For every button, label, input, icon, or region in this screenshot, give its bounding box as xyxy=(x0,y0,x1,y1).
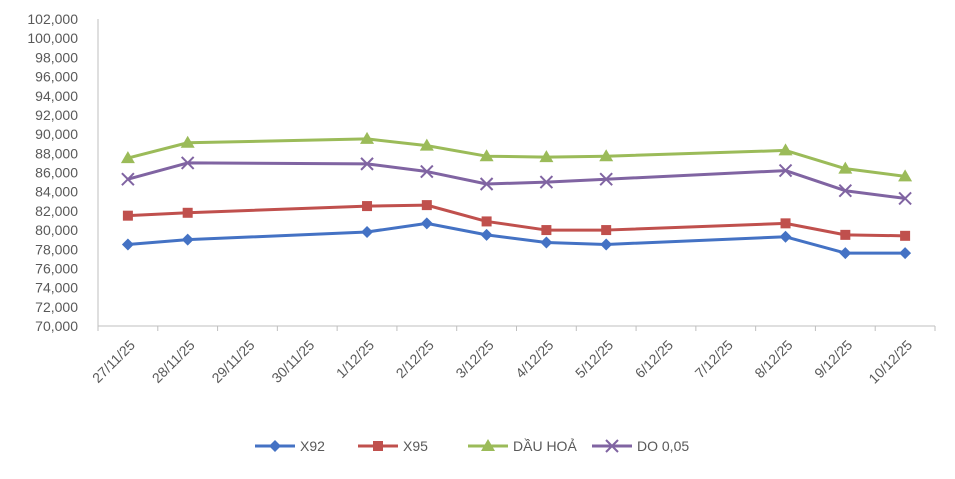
legend-item: X92 xyxy=(255,438,325,454)
x-tick-label: 29/11/25 xyxy=(208,337,257,386)
data-point-marker xyxy=(181,233,194,246)
legend-label: DẦU HOẢ xyxy=(513,438,577,454)
y-tick-label: 72,000 xyxy=(35,299,78,315)
y-tick-label: 92,000 xyxy=(35,107,78,123)
series-1 xyxy=(121,217,912,260)
data-point-marker xyxy=(539,175,554,189)
series-2 xyxy=(122,200,911,241)
series-line xyxy=(127,221,906,255)
data-point-marker xyxy=(601,225,612,236)
data-point-marker xyxy=(599,172,613,186)
legend-swatch-marker xyxy=(269,440,281,452)
data-point-marker xyxy=(361,225,374,238)
data-point-marker xyxy=(838,161,853,174)
data-point-marker xyxy=(121,172,135,186)
x-tick-label: 5/12/25 xyxy=(572,337,616,381)
data-point-marker xyxy=(360,157,374,171)
y-tick-label: 88,000 xyxy=(35,145,78,161)
legend-label: DO 0,05 xyxy=(637,438,689,454)
data-point-marker xyxy=(479,149,494,162)
x-tick-label: 2/12/25 xyxy=(393,337,437,381)
legend: X92 X95 DẦU HOẢ DO 0,05 xyxy=(255,438,689,454)
y-tick-labels: 70,000 72,000 74,000 76,000 78,000 80,000 82,0… xyxy=(27,11,78,334)
x-tick-label: 4/12/25 xyxy=(512,337,556,381)
data-point-marker xyxy=(419,138,434,151)
data-point-marker xyxy=(778,163,793,178)
legend-label: X95 xyxy=(403,438,428,454)
data-point-marker xyxy=(481,216,492,227)
data-point-marker xyxy=(839,247,852,260)
data-point-marker xyxy=(480,228,493,241)
x-tick-label: 3/12/25 xyxy=(452,337,496,381)
x-tick-label: 28/11/25 xyxy=(149,337,198,386)
y-tick-label: 90,000 xyxy=(35,126,78,142)
legend-label: X92 xyxy=(300,438,325,454)
data-point-marker xyxy=(122,210,133,221)
legend-swatch-marker xyxy=(373,441,383,451)
data-point-marker xyxy=(779,230,792,243)
y-tick-label: 96,000 xyxy=(35,69,78,85)
y-tick-label: 102,000 xyxy=(27,11,78,27)
data-point-marker xyxy=(540,236,553,249)
data-point-marker xyxy=(600,238,613,251)
data-point-marker xyxy=(479,177,494,191)
data-point-marker xyxy=(898,191,912,206)
x-tick-label: 27/11/25 xyxy=(89,337,138,386)
series-3 xyxy=(120,131,913,182)
data-point-marker xyxy=(121,238,134,251)
y-tick-label: 100,000 xyxy=(27,30,78,46)
x-tick-label: 1/12/25 xyxy=(333,337,377,381)
data-point-marker xyxy=(360,131,375,144)
data-point-marker xyxy=(780,218,791,229)
y-tick-label: 82,000 xyxy=(35,203,78,219)
data-point-marker xyxy=(420,164,434,179)
series-line xyxy=(127,161,906,200)
data-point-marker xyxy=(539,150,554,163)
y-tick-label: 70,000 xyxy=(35,318,78,334)
data-point-marker xyxy=(778,143,793,156)
series-4 xyxy=(121,156,912,206)
y-tick-label: 80,000 xyxy=(35,222,78,238)
y-tick-label: 84,000 xyxy=(35,184,78,200)
y-tick-label: 94,000 xyxy=(35,88,78,104)
data-point-marker xyxy=(838,184,853,198)
legend-item: DẦU HOẢ xyxy=(468,438,577,454)
x-tick-label: 6/12/25 xyxy=(632,337,676,381)
data-point-marker xyxy=(180,135,195,148)
y-tick-label: 98,000 xyxy=(35,49,78,65)
x-tick-label: 8/12/25 xyxy=(751,337,795,381)
y-tick-label: 86,000 xyxy=(35,165,78,181)
x-tick-label: 9/12/25 xyxy=(811,337,855,381)
y-tick-label: 76,000 xyxy=(35,260,78,276)
series-line xyxy=(127,137,906,178)
x-tick-label: 30/11/25 xyxy=(268,337,317,386)
series-layer xyxy=(120,131,913,260)
data-point-marker xyxy=(541,225,552,236)
data-point-marker xyxy=(899,247,912,260)
y-tick-label: 78,000 xyxy=(35,241,78,257)
legend-item: DO 0,05 xyxy=(592,438,689,454)
legend-swatch-marker xyxy=(481,439,495,451)
x-tick-labels: 27/11/25 28/11/25 29/11/25 30/11/25 1/12/25 2… xyxy=(89,337,915,387)
x-tick-label: 7/12/25 xyxy=(692,337,736,381)
data-point-marker xyxy=(421,200,432,211)
axes-layer xyxy=(97,19,936,331)
data-point-marker xyxy=(599,149,614,162)
data-point-marker xyxy=(898,169,913,182)
legend-swatch-marker xyxy=(605,439,619,453)
data-point-marker xyxy=(182,207,193,218)
data-point-marker xyxy=(180,156,195,170)
data-point-marker xyxy=(900,230,911,241)
x-tick-label: 10/12/25 xyxy=(865,337,915,387)
data-point-marker xyxy=(420,217,433,230)
legend-item: X95 xyxy=(358,438,428,454)
y-tick-label: 74,000 xyxy=(35,280,78,296)
series-line xyxy=(127,203,906,238)
data-point-marker xyxy=(120,151,135,164)
data-point-marker xyxy=(362,201,373,212)
data-point-marker xyxy=(840,229,851,240)
